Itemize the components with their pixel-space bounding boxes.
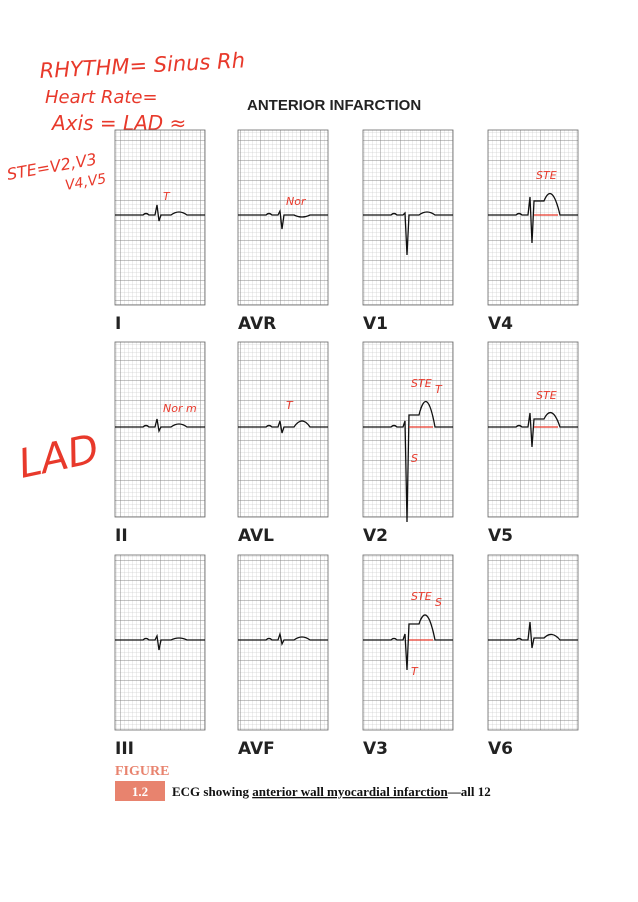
lead-label: V5	[488, 526, 513, 546]
lead-note: Nor m	[163, 402, 197, 415]
ecg-grid	[362, 129, 454, 306]
ecg-trace	[488, 621, 578, 649]
annotation: V4,V5	[64, 171, 108, 194]
caption-text: —all 12	[447, 784, 491, 799]
lead-note: S	[435, 596, 442, 609]
annotation: RHYTHM= Sinus Rh	[39, 48, 246, 83]
caption: ECG showing anterior wall myocardial inf…	[172, 784, 491, 799]
lead-label: V3	[363, 739, 388, 759]
figure-label: FIGURE	[115, 764, 169, 779]
lead-label: AVL	[238, 526, 274, 546]
ecg-trace	[238, 420, 328, 434]
lead-note: S	[411, 452, 418, 465]
lead-note: T	[286, 399, 294, 412]
figure-title: ANTERIOR INFARCTION	[247, 97, 421, 114]
lead-label: V2	[363, 526, 388, 546]
lead-note: STE	[411, 590, 432, 603]
lead-label: I	[115, 314, 121, 334]
lead-label: AVR	[238, 314, 276, 334]
lead-note: T	[163, 190, 171, 203]
ecg-trace	[488, 192, 578, 244]
caption-link: anterior wall myocardial infarction	[252, 784, 448, 799]
ecg-trace	[488, 411, 578, 448]
ecg-grid	[114, 129, 206, 306]
lead-note: T	[435, 383, 443, 396]
lead-note: Nor	[286, 195, 307, 208]
lead-label: V4	[488, 314, 513, 334]
annotation: LAD	[15, 426, 103, 488]
ecg-trace	[238, 208, 328, 230]
ecg-trace	[363, 211, 453, 256]
ecg-trace	[238, 631, 328, 646]
lead-label: III	[115, 739, 134, 759]
ecg-trace	[115, 204, 205, 222]
figure-number: 1.2	[132, 784, 148, 799]
lead-label: II	[115, 526, 128, 546]
lead-note: T	[411, 665, 419, 678]
lead-label: V1	[363, 314, 388, 334]
caption-text: ECG showing	[172, 784, 252, 799]
lead-label: V6	[488, 739, 513, 759]
ecg-trace	[115, 418, 205, 434]
ecg-trace	[115, 633, 205, 651]
lead-note: STE	[536, 389, 557, 402]
ecg-trace	[363, 614, 453, 671]
lead-note: STE	[536, 169, 557, 182]
annotation: Heart Rate=	[45, 87, 158, 108]
lead-note: STE	[411, 377, 432, 390]
ecg-trace	[363, 401, 453, 523]
figure-number-box	[115, 781, 165, 801]
lead-label: AVF	[238, 739, 275, 759]
